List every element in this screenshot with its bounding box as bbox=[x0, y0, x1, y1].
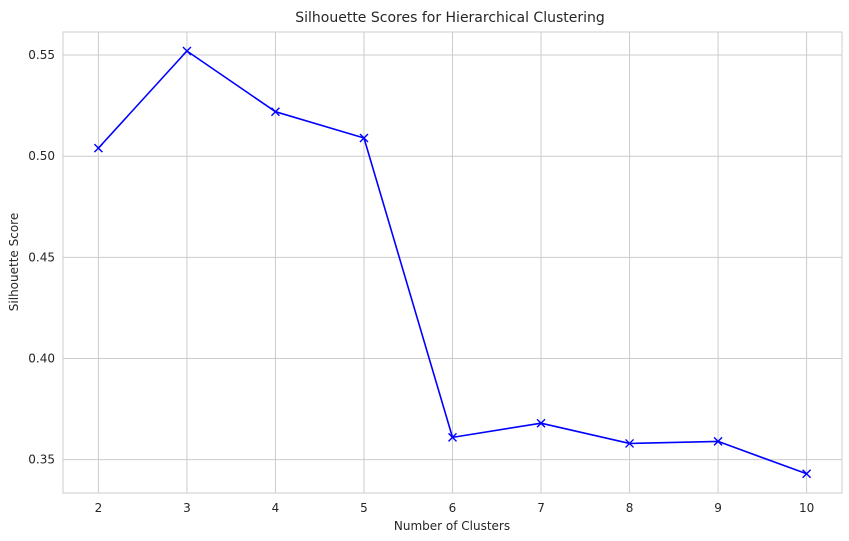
y-tick-label: 0.45 bbox=[28, 250, 55, 264]
x-tick-label: 7 bbox=[537, 501, 545, 515]
data-point-marker bbox=[93, 143, 103, 153]
x-axis-label: Number of Clusters bbox=[394, 519, 510, 533]
chart-title: Silhouette Scores for Hierarchical Clust… bbox=[295, 10, 605, 26]
x-tick-label: 9 bbox=[714, 501, 722, 515]
data-point-marker bbox=[802, 469, 812, 479]
y-axis-label: Silhouette Score bbox=[7, 213, 21, 311]
data-point-marker bbox=[182, 46, 192, 56]
x-tick-label: 5 bbox=[360, 501, 368, 515]
x-tick-label: 4 bbox=[272, 501, 280, 515]
x-tick-label: 2 bbox=[95, 501, 103, 515]
x-tick-label: 3 bbox=[183, 501, 191, 515]
data-point-marker bbox=[536, 418, 546, 428]
x-tick-label: 6 bbox=[449, 501, 457, 515]
data-point-marker bbox=[359, 133, 369, 143]
y-tick-label: 0.50 bbox=[28, 149, 55, 163]
data-point-marker bbox=[448, 432, 457, 442]
y-tick-label: 0.55 bbox=[28, 48, 55, 62]
plot-frame bbox=[62, 31, 843, 494]
series-layer bbox=[93, 46, 812, 479]
data-point-marker bbox=[625, 438, 635, 448]
data-point-marker bbox=[270, 107, 280, 117]
x-tick-label: 8 bbox=[626, 501, 634, 515]
y-axis-ticks: 0.35 0.40 0.45 0.50 0.55 bbox=[28, 48, 55, 467]
y-tick-label: 0.40 bbox=[28, 351, 55, 365]
grid-lines bbox=[63, 32, 842, 493]
y-tick-label: 0.35 bbox=[28, 453, 55, 467]
x-tick-label: 10 bbox=[799, 501, 814, 515]
x-axis-ticks: 2 3 4 5 6 7 8 9 10 bbox=[95, 501, 815, 515]
data-point-marker bbox=[713, 436, 723, 446]
